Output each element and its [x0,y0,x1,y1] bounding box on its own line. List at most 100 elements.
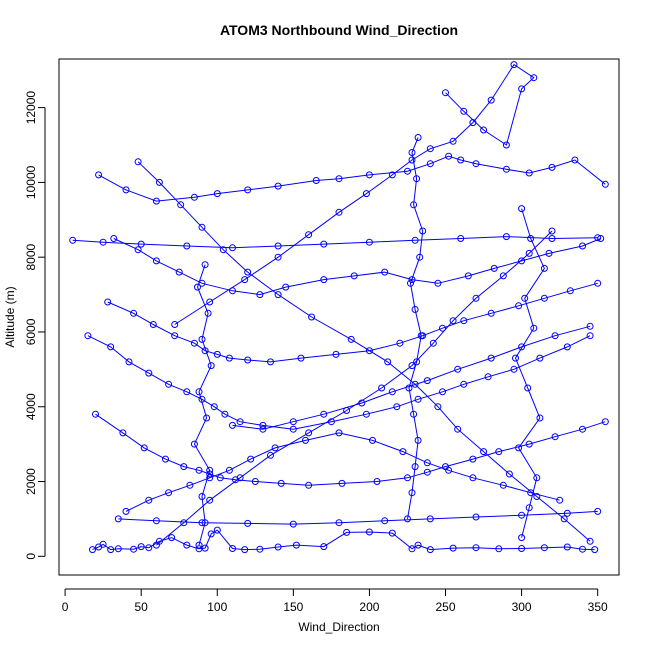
series-line-2 [113,238,601,296]
data-point [289,520,297,528]
data-point [381,517,389,525]
y-tick-label: 12000 [24,91,38,125]
data-point [335,175,343,183]
data-point [560,515,568,523]
chart-title: ATOM3 Northbound Wind_Direction [220,22,458,38]
data-point [404,167,411,175]
data-point [210,403,218,411]
data-point [414,134,422,141]
data-point [510,61,518,69]
series-line-10 [174,63,535,325]
data-point [445,466,453,474]
data-point [201,544,209,552]
data-point [369,436,376,444]
data-point [186,481,194,489]
data-point [407,279,414,287]
data-point [320,410,328,418]
data-point [597,235,605,242]
series-line-9 [156,230,553,546]
series-line-6 [107,282,598,363]
data-point [518,257,526,265]
data-point [502,233,510,241]
data-point [439,324,446,332]
data-point [107,343,115,351]
series-line-14 [232,325,591,430]
data-point [114,515,122,523]
series-line-8 [137,161,591,542]
data-point [594,507,602,515]
data-point [190,339,198,347]
data-point [289,425,297,433]
data-point [413,175,421,183]
data-point [104,298,112,306]
data-point [297,354,305,362]
data-point [350,272,358,280]
data-point [512,354,519,362]
data-point [229,421,236,429]
data-point [236,418,244,426]
data-point [469,119,477,127]
data-point [320,240,328,248]
data-point [408,276,416,284]
data-point [502,165,510,173]
data-point [365,171,373,179]
data-point [274,242,282,250]
x-tick-label: 0 [62,600,69,614]
data-point [134,158,142,166]
data-point [515,444,523,452]
data-point [563,543,571,551]
data-point [267,451,274,459]
data-point [411,306,419,313]
y-tick-label: 8000 [24,244,38,271]
series-line-3 [72,236,598,249]
series-line-5 [95,413,606,486]
data-point [388,529,396,537]
data-point [518,343,526,351]
data-point [256,291,264,299]
data-point [308,313,316,321]
data-point [107,546,115,554]
data-point [244,356,252,364]
data-point [393,403,401,411]
data-point [404,515,411,523]
series-15 [114,507,602,528]
series-line-12 [193,264,212,546]
series-line-7 [125,432,560,512]
data-point [232,476,239,484]
data-point [180,519,188,527]
data-point [449,317,457,325]
data-point [343,528,351,536]
data-point [180,463,188,471]
x-axis: 0 50 100 150 200 250 300 350 [62,588,608,614]
data-point [335,208,343,216]
data-point [305,231,313,239]
data-point [530,74,538,82]
data-point [289,418,297,426]
data-point [365,528,373,536]
data-point [244,268,252,276]
data-point [416,253,424,261]
data-point [499,272,507,280]
data-point [579,425,586,433]
data-point [563,343,571,351]
data-point [505,470,513,478]
data-point [414,436,422,444]
series-13 [512,205,548,542]
data-point [484,373,492,381]
data-point [510,365,518,373]
data-point [586,332,594,340]
series-12 [190,261,215,549]
data-point [454,365,462,373]
y-tick-label: 6000 [24,318,38,345]
data-point [110,235,118,242]
data-point [137,543,145,551]
data-point [408,489,416,497]
data-point [206,474,214,482]
data-point [302,436,309,444]
data-point [449,544,457,552]
data-point [518,545,526,552]
data-point [411,380,419,388]
data-point [536,354,544,362]
data-point [320,276,328,284]
